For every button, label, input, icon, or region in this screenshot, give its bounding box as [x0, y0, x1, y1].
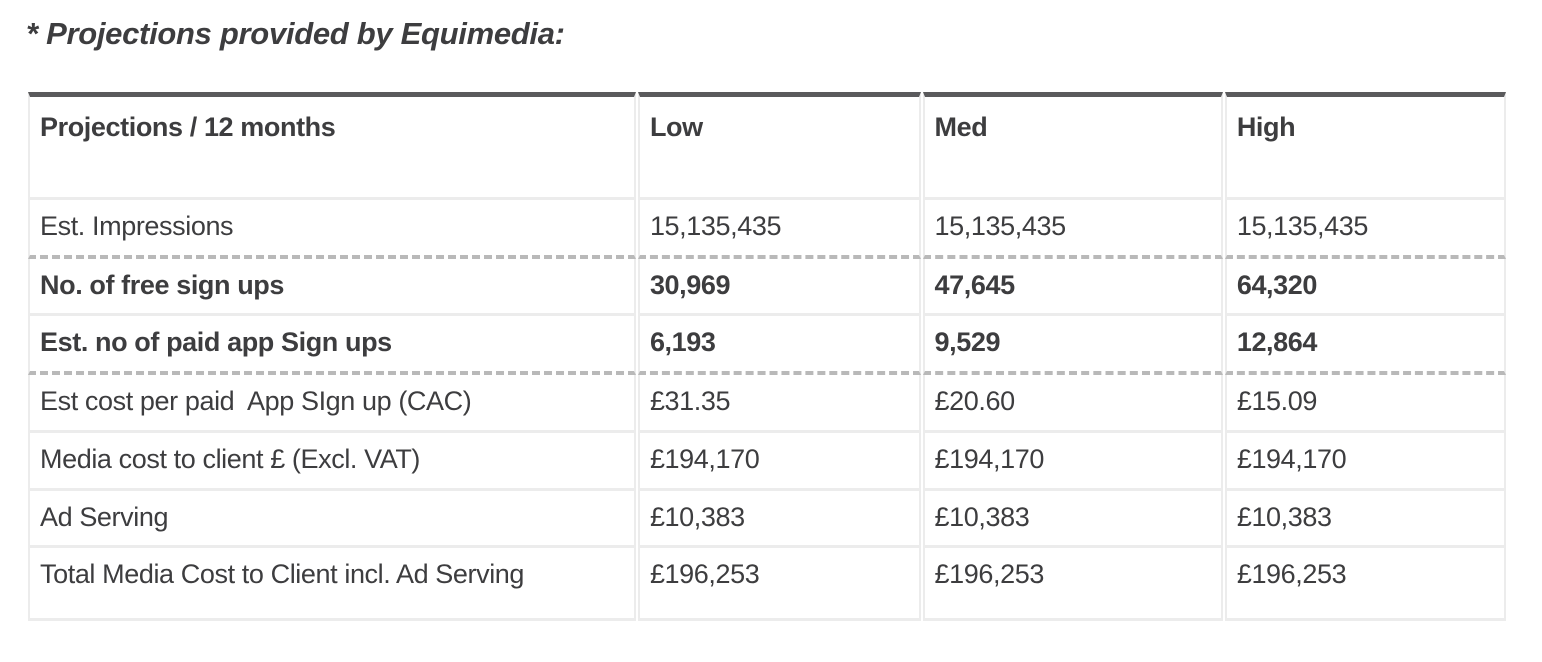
cell-high: 15,135,435 — [1224, 199, 1506, 259]
projections-table: Projections / 12 months Low Med High Est… — [26, 92, 1508, 621]
cell-med: 47,645 — [922, 258, 1223, 317]
row-label: Ad Serving — [28, 490, 636, 549]
cell-low: 30,969 — [637, 258, 921, 317]
cell-low: 15,135,435 — [637, 199, 921, 259]
row-label: No. of free sign ups — [28, 258, 636, 317]
cell-low: 6,193 — [637, 316, 921, 375]
cell-med: £20.60 — [922, 375, 1223, 433]
cell-high: £10,383 — [1224, 490, 1506, 549]
row-label: Est. Impressions — [28, 199, 636, 259]
table-row: Est. no of paid app Sign ups 6,193 9,529… — [28, 316, 1506, 375]
table-row: Total Media Cost to Client incl. Ad Serv… — [28, 548, 1506, 621]
row-label: Est. no of paid app Sign ups — [28, 316, 636, 375]
table-row: Est. Impressions 15,135,435 15,135,435 1… — [28, 199, 1506, 259]
column-header-low: Low — [637, 92, 921, 200]
cell-med: £10,383 — [922, 490, 1223, 549]
table-row: Est cost per paid App SIgn up (CAC) £31.… — [28, 375, 1506, 433]
cell-low: £194,170 — [637, 432, 921, 491]
table-row: No. of free sign ups 30,969 47,645 64,32… — [28, 258, 1506, 317]
row-label: Total Media Cost to Client incl. Ad Serv… — [28, 548, 636, 621]
table-row: Media cost to client £ (Excl. VAT) £194,… — [28, 432, 1506, 491]
cell-med: £196,253 — [922, 548, 1223, 621]
cell-high: 12,864 — [1224, 316, 1506, 375]
cell-high: £196,253 — [1224, 548, 1506, 621]
cell-med: 15,135,435 — [922, 199, 1223, 259]
cell-high: 64,320 — [1224, 258, 1506, 317]
cell-low: £10,383 — [637, 490, 921, 549]
column-header-projections: Projections / 12 months — [28, 92, 636, 200]
table-header-row: Projections / 12 months Low Med High — [28, 92, 1506, 200]
table-row: Ad Serving £10,383 £10,383 £10,383 — [28, 490, 1506, 549]
column-header-high: High — [1224, 92, 1506, 200]
row-label: Est cost per paid App SIgn up (CAC) — [28, 375, 636, 433]
cell-low: £196,253 — [637, 548, 921, 621]
page-title: * Projections provided by Equimedia: — [26, 16, 565, 51]
cell-med: 9,529 — [922, 316, 1223, 375]
cell-med: £194,170 — [922, 432, 1223, 491]
row-label: Media cost to client £ (Excl. VAT) — [28, 432, 636, 491]
column-header-med: Med — [922, 92, 1223, 200]
cell-high: £15.09 — [1224, 375, 1506, 433]
cell-low: £31.35 — [637, 375, 921, 433]
cell-high: £194,170 — [1224, 432, 1506, 491]
